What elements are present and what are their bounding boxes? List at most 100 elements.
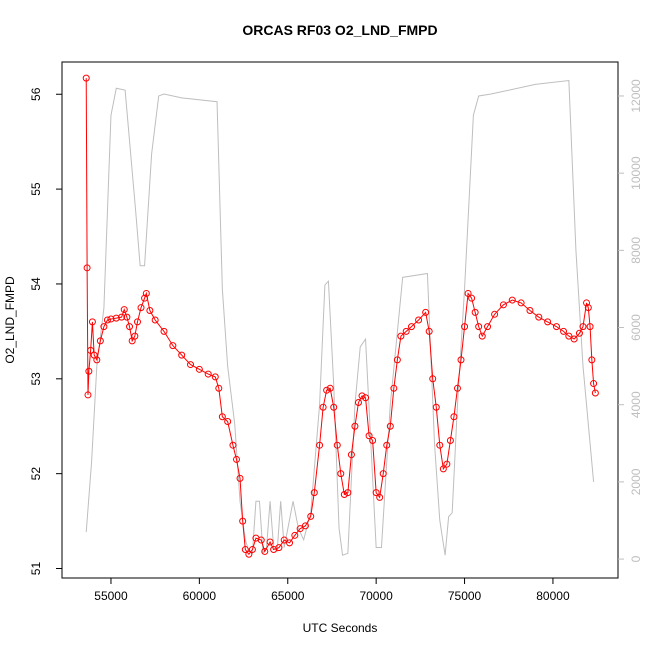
y2-tick-label: 0 xyxy=(629,555,643,562)
data-point xyxy=(588,356,596,364)
data-point xyxy=(443,460,451,468)
data-point xyxy=(87,346,95,354)
data-point xyxy=(475,323,483,331)
data-point xyxy=(245,550,253,558)
data-point xyxy=(446,436,454,444)
data-point xyxy=(169,342,177,350)
data-point xyxy=(131,332,139,340)
data-point xyxy=(195,365,203,373)
data-point xyxy=(333,441,341,449)
y2-tick-label: 12000 xyxy=(629,79,643,113)
data-point xyxy=(461,323,469,331)
y2-tick-label: 8000 xyxy=(629,237,643,264)
data-point xyxy=(372,489,380,497)
data-point xyxy=(85,367,93,375)
data-point xyxy=(266,538,274,546)
data-point xyxy=(93,356,101,364)
data-point xyxy=(397,332,405,340)
data-point xyxy=(160,327,168,335)
data-point xyxy=(393,356,401,364)
data-point xyxy=(239,517,247,525)
data-point xyxy=(112,314,120,322)
data-point xyxy=(257,536,265,544)
y2-tick-label: 2000 xyxy=(629,468,643,495)
data-point xyxy=(344,489,352,497)
data-point xyxy=(439,465,447,473)
data-point xyxy=(307,512,315,520)
data-point xyxy=(591,389,599,397)
data-point xyxy=(83,264,91,272)
data-point xyxy=(146,307,154,315)
data-point xyxy=(579,323,587,331)
data-point xyxy=(178,351,186,359)
data-point xyxy=(137,304,145,312)
data-point xyxy=(386,422,394,430)
y-tick-label: 53 xyxy=(29,372,43,386)
data-point xyxy=(103,316,111,324)
data-point xyxy=(142,289,150,297)
data-point xyxy=(464,289,472,297)
data-point xyxy=(365,432,373,440)
data-point xyxy=(301,522,309,530)
data-point xyxy=(362,394,370,402)
data-point xyxy=(141,294,149,302)
data-point xyxy=(241,546,249,554)
data-point xyxy=(457,356,465,364)
data-point xyxy=(224,417,232,425)
data-point xyxy=(340,491,348,499)
data-point xyxy=(369,436,377,444)
data-point xyxy=(96,337,104,345)
data-point xyxy=(425,327,433,335)
series-line xyxy=(85,78,596,556)
data-point xyxy=(526,307,534,315)
data-point xyxy=(565,332,573,340)
data-point xyxy=(337,470,345,478)
x-tick-label: 75000 xyxy=(448,589,482,603)
data-point xyxy=(383,441,391,449)
data-point xyxy=(347,451,355,459)
data-point xyxy=(236,474,244,482)
data-point xyxy=(151,316,159,324)
y-tick-label: 56 xyxy=(29,87,43,101)
data-point xyxy=(107,315,115,323)
data-point xyxy=(422,308,430,316)
data-point xyxy=(468,294,476,302)
data-point xyxy=(319,403,327,411)
data-point xyxy=(280,536,288,544)
data-point xyxy=(478,332,486,340)
data-point xyxy=(118,313,126,321)
data-point xyxy=(232,455,240,463)
data-point xyxy=(491,310,499,318)
data-point xyxy=(323,386,331,394)
y-tick-label: 51 xyxy=(29,562,43,576)
data-point xyxy=(590,380,598,388)
data-point xyxy=(535,313,543,321)
data-point xyxy=(286,539,294,547)
data-point xyxy=(408,323,416,331)
data-point xyxy=(517,299,525,307)
y2-tick-label: 6000 xyxy=(629,314,643,341)
y-axis-label: O2_LND_FMPD xyxy=(3,276,17,364)
data-point xyxy=(316,441,324,449)
data-point xyxy=(484,323,492,331)
data-point xyxy=(552,323,560,331)
y-tick-label: 55 xyxy=(29,182,43,196)
x-tick-label: 70000 xyxy=(359,589,393,603)
data-point xyxy=(218,413,226,421)
y2-line xyxy=(85,79,595,556)
chart-title: ORCAS RF03 O2_LND_FMPD xyxy=(242,22,437,38)
data-point xyxy=(376,493,384,501)
data-point xyxy=(120,306,128,314)
y2-tick-label: 4000 xyxy=(629,391,643,418)
data-point xyxy=(436,441,444,449)
y-tick-label: 54 xyxy=(29,277,43,291)
data-point xyxy=(358,392,366,400)
data-point xyxy=(379,470,387,478)
data-point xyxy=(354,399,362,407)
data-point xyxy=(450,413,458,421)
data-point xyxy=(390,384,398,392)
data-point xyxy=(248,546,256,554)
data-point xyxy=(330,403,338,411)
